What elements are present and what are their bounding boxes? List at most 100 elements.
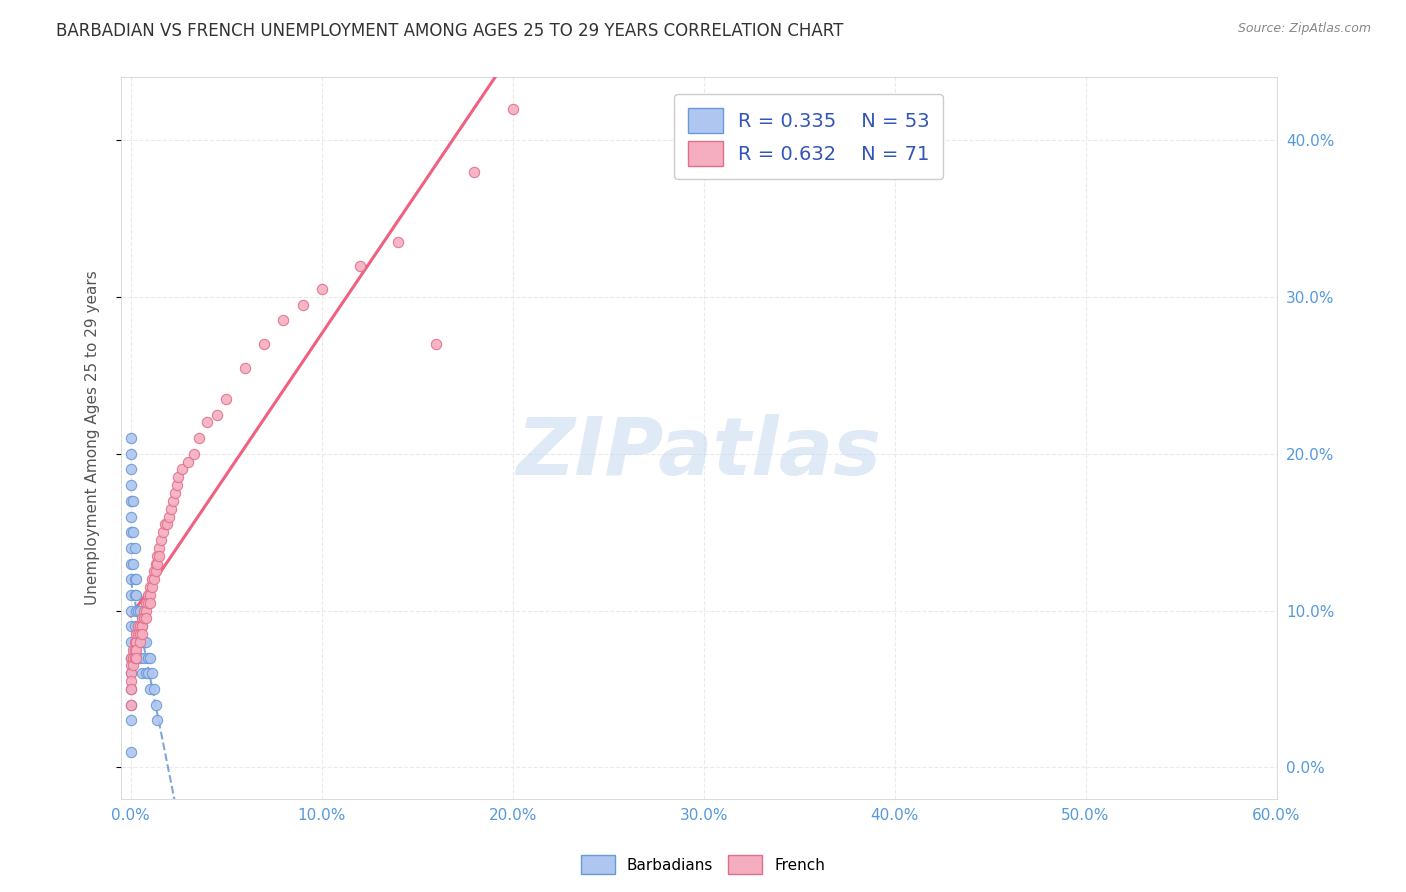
Point bbox=[120, 666, 142, 681]
Point bbox=[120, 674, 142, 689]
Point bbox=[129, 650, 152, 665]
Point bbox=[136, 588, 159, 602]
Point bbox=[120, 604, 142, 618]
Point bbox=[120, 462, 142, 476]
Point bbox=[121, 658, 143, 673]
Point bbox=[129, 619, 152, 633]
Point bbox=[120, 650, 142, 665]
Point bbox=[132, 650, 155, 665]
Point bbox=[120, 681, 142, 696]
Point bbox=[120, 557, 142, 571]
Point bbox=[129, 635, 152, 649]
Point bbox=[141, 666, 163, 681]
Point bbox=[142, 572, 165, 586]
Text: BARBADIAN VS FRENCH UNEMPLOYMENT AMONG AGES 25 TO 29 YEARS CORRELATION CHART: BARBADIAN VS FRENCH UNEMPLOYMENT AMONG A… bbox=[56, 22, 844, 40]
Point bbox=[311, 282, 333, 296]
Point bbox=[150, 533, 173, 547]
Point bbox=[120, 431, 142, 445]
Point bbox=[127, 619, 149, 633]
Point bbox=[124, 541, 146, 555]
Point bbox=[146, 714, 169, 728]
Point bbox=[120, 447, 142, 461]
Point bbox=[177, 455, 200, 469]
Point bbox=[120, 541, 142, 555]
Point bbox=[132, 611, 155, 625]
Point bbox=[195, 416, 218, 430]
Point bbox=[129, 604, 152, 618]
Point bbox=[139, 580, 162, 594]
Point bbox=[120, 493, 142, 508]
Point bbox=[131, 611, 153, 625]
Point bbox=[127, 650, 149, 665]
Point bbox=[124, 572, 146, 586]
Point bbox=[124, 635, 146, 649]
Point bbox=[129, 627, 152, 641]
Point bbox=[125, 588, 148, 602]
Y-axis label: Unemployment Among Ages 25 to 29 years: Unemployment Among Ages 25 to 29 years bbox=[86, 271, 100, 606]
Point bbox=[146, 557, 169, 571]
Point bbox=[253, 337, 276, 351]
Point bbox=[121, 642, 143, 657]
Point bbox=[121, 557, 143, 571]
Point bbox=[121, 650, 143, 665]
Point bbox=[205, 408, 228, 422]
Point bbox=[136, 596, 159, 610]
Point bbox=[135, 611, 157, 625]
Point bbox=[145, 557, 167, 571]
Point bbox=[132, 635, 155, 649]
Point bbox=[145, 565, 167, 579]
Point bbox=[120, 698, 142, 712]
Legend: R = 0.335    N = 53, R = 0.632    N = 71: R = 0.335 N = 53, R = 0.632 N = 71 bbox=[673, 95, 943, 179]
Point bbox=[163, 486, 186, 500]
Point bbox=[148, 541, 170, 555]
Point bbox=[127, 604, 149, 618]
Point bbox=[120, 478, 142, 492]
Point bbox=[136, 666, 159, 681]
Point bbox=[127, 627, 149, 641]
Point bbox=[125, 635, 148, 649]
Point bbox=[387, 235, 409, 249]
Point bbox=[129, 635, 152, 649]
Point bbox=[125, 650, 148, 665]
Point bbox=[120, 619, 142, 633]
Point bbox=[349, 259, 371, 273]
Point bbox=[183, 447, 205, 461]
Point bbox=[159, 501, 181, 516]
Point bbox=[125, 635, 148, 649]
Point bbox=[125, 572, 148, 586]
Point bbox=[139, 588, 162, 602]
Point bbox=[135, 666, 157, 681]
Point bbox=[120, 666, 142, 681]
Point bbox=[131, 619, 153, 633]
Point bbox=[135, 596, 157, 610]
Point bbox=[132, 604, 155, 618]
Point bbox=[131, 666, 153, 681]
Point bbox=[157, 509, 180, 524]
Point bbox=[120, 572, 142, 586]
Point bbox=[120, 698, 142, 712]
Point bbox=[125, 642, 148, 657]
Point bbox=[124, 619, 146, 633]
Point bbox=[125, 604, 148, 618]
Point bbox=[120, 509, 142, 524]
Point bbox=[120, 525, 142, 540]
Point bbox=[291, 298, 314, 312]
Point bbox=[162, 493, 184, 508]
Point bbox=[121, 525, 143, 540]
Point bbox=[273, 313, 295, 327]
Point bbox=[166, 478, 188, 492]
Point bbox=[188, 431, 211, 445]
Text: Source: ZipAtlas.com: Source: ZipAtlas.com bbox=[1237, 22, 1371, 36]
Point bbox=[233, 360, 256, 375]
Point bbox=[120, 681, 142, 696]
Point bbox=[120, 658, 142, 673]
Point bbox=[142, 565, 165, 579]
Point bbox=[131, 635, 153, 649]
Point bbox=[121, 493, 143, 508]
Point bbox=[139, 596, 162, 610]
Point bbox=[120, 745, 142, 759]
Point bbox=[463, 164, 485, 178]
Point bbox=[120, 635, 142, 649]
Point bbox=[152, 525, 174, 540]
Point bbox=[135, 635, 157, 649]
